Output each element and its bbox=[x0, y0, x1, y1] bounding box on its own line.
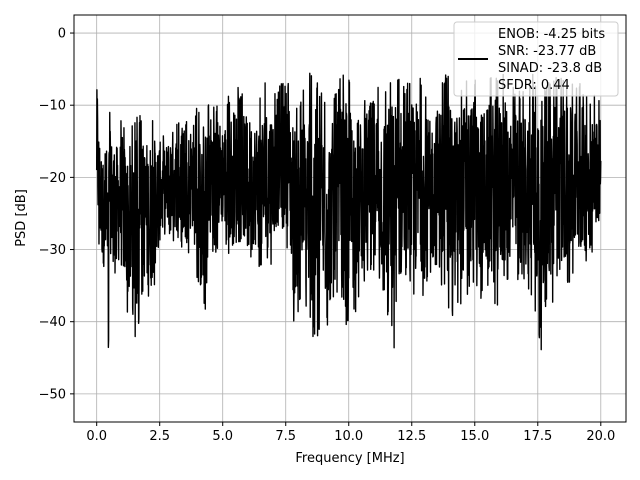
y-tick-label: −50 bbox=[39, 387, 66, 402]
legend-entry-sfdr: SFDR: 0.44 bbox=[498, 78, 570, 93]
x-tick-label: 20.0 bbox=[586, 429, 615, 444]
legend-box bbox=[453, 21, 619, 97]
psd-line bbox=[95, 72, 602, 351]
x-tick-label: 15.0 bbox=[460, 429, 489, 444]
x-tick-label: 10.0 bbox=[334, 429, 363, 444]
legend-entry-sinad: SINAD: -23.8 dB bbox=[498, 61, 602, 76]
y-axis-ticks: 0 −10 −20 −30 −40 −50 bbox=[39, 27, 74, 402]
plot-area-frame bbox=[73, 14, 627, 423]
x-tick-label: 17.5 bbox=[523, 429, 552, 444]
x-tick-label: 0.0 bbox=[86, 429, 107, 444]
y-tick-label: −40 bbox=[39, 315, 66, 330]
x-tick-label: 12.5 bbox=[397, 429, 426, 444]
legend-entry-enob: ENOB: -4.25 bits bbox=[498, 27, 605, 42]
y-tick-label: −20 bbox=[39, 171, 66, 186]
legend-entry-snr: SNR: -23.77 dB bbox=[498, 44, 596, 59]
y-tick-label: −10 bbox=[39, 99, 66, 114]
x-axis-ticks: 0.0 2.5 5.0 7.5 10.0 12.5 15.0 17.5 20.0 bbox=[86, 422, 615, 444]
y-axis-label: PSD [dB] bbox=[14, 189, 29, 247]
y-tick-label: 0 bbox=[58, 27, 66, 42]
psd-series bbox=[95, 72, 602, 351]
legend: ENOB: -4.25 bits SNR: -23.77 dB SINAD: -… bbox=[453, 21, 619, 97]
x-tick-label: 5.0 bbox=[212, 429, 233, 444]
y-tick-label: −30 bbox=[39, 243, 66, 258]
x-tick-label: 2.5 bbox=[149, 429, 170, 444]
x-tick-label: 7.5 bbox=[275, 429, 296, 444]
x-axis-label: Frequency [MHz] bbox=[295, 451, 404, 466]
